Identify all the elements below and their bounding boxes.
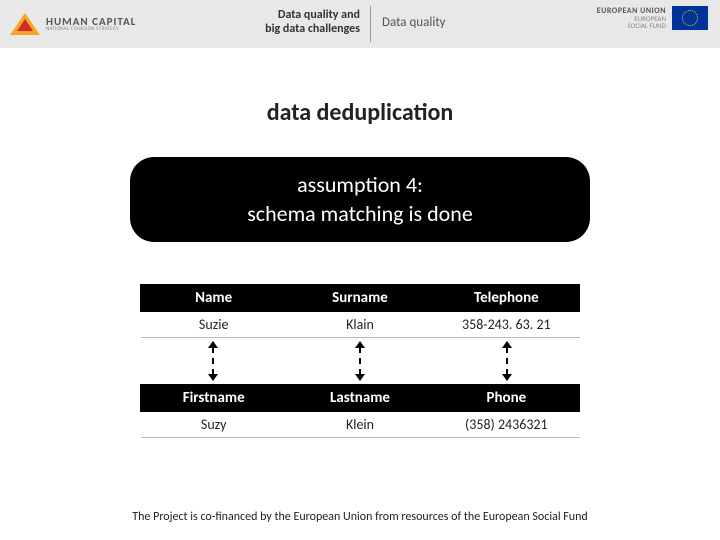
th-surname: Surname xyxy=(287,285,433,312)
header-section: Data quality xyxy=(382,15,446,30)
cell-phone: (358) 2436321 xyxy=(433,412,579,438)
table-row: Suzie Klain 358-243. 63. 21 xyxy=(141,312,580,338)
header-divider xyxy=(370,6,371,42)
cell-surname: Klain xyxy=(287,312,433,338)
arrow-icon xyxy=(212,343,214,379)
eu-flag-icon xyxy=(672,6,708,30)
human-capital-logo: HUMAN CAPITAL NATIONAL COHESION STRATEGY xyxy=(10,11,136,37)
th-lastname: Lastname xyxy=(287,385,433,412)
arrow-icon xyxy=(359,343,361,379)
eu-block: EUROPEAN UNION EUROPEAN SOCIAL FUND xyxy=(597,6,708,30)
header-topic-line1: Data quality and xyxy=(230,8,360,22)
star-icon xyxy=(10,11,40,37)
cell-telephone: 358-243. 63. 21 xyxy=(433,312,579,338)
table-header-row: Name Surname Telephone xyxy=(141,285,580,312)
th-firstname: Firstname xyxy=(141,385,287,412)
eu-sub2: SOCIAL FUND xyxy=(597,22,666,29)
table-header-row: Firstname Lastname Phone xyxy=(141,385,580,412)
arrow-icon xyxy=(506,343,508,379)
header-topic: Data quality and big data challenges xyxy=(230,8,360,37)
cell-name: Suzie xyxy=(141,312,287,338)
header-topic-line2: big data challenges xyxy=(230,22,360,36)
assumption-line2: schema matching is done xyxy=(150,200,570,229)
cell-lastname: Klein xyxy=(287,412,433,438)
table-row: Suzy Klein (358) 2436321 xyxy=(141,412,580,438)
assumption-pill: assumption 4: schema matching is done xyxy=(130,157,590,242)
th-phone: Phone xyxy=(433,385,579,412)
mapping-arrows xyxy=(140,338,580,384)
th-telephone: Telephone xyxy=(433,285,579,312)
header-bar: HUMAN CAPITAL NATIONAL COHESION STRATEGY… xyxy=(0,0,720,48)
page-title: data deduplication xyxy=(0,98,720,127)
footer-text: The Project is co-financed by the Europe… xyxy=(0,510,720,524)
table-top: Name Surname Telephone Suzie Klain 358-2… xyxy=(140,284,580,338)
cell-firstname: Suzy xyxy=(141,412,287,438)
assumption-line1: assumption 4: xyxy=(150,171,570,200)
table-bottom: Firstname Lastname Phone Suzy Klein (358… xyxy=(140,384,580,438)
th-name: Name xyxy=(141,285,287,312)
tables-container: Name Surname Telephone Suzie Klain 358-2… xyxy=(0,284,720,438)
